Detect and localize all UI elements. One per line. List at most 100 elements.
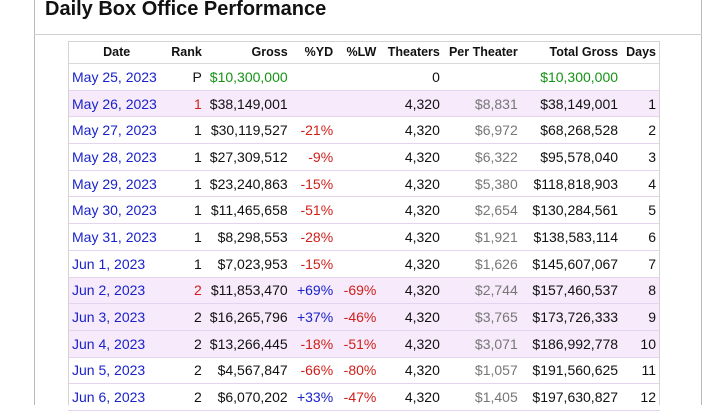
cell-gross: $16,265,796	[205, 303, 292, 331]
cell-date[interactable]: May 28, 2023	[68, 143, 166, 171]
box-office-table: Date Rank Gross %YD %LW Theaters Per The…	[68, 41, 660, 411]
cell-rank: 1	[165, 116, 206, 145]
table-row: May 30, 2023 1 $11,465,658 -51% 4,320 $2,654 $…	[68, 196, 660, 225]
cell-rank: 1	[165, 250, 206, 278]
cell-total-gross: $130,284,561	[521, 196, 623, 225]
cell-date[interactable]: May 27, 2023	[68, 116, 166, 145]
column-header-theaters[interactable]: Theaters	[380, 41, 444, 64]
cell-date[interactable]: May 26, 2023	[68, 90, 166, 118]
cell-per-theater: $6,322	[443, 143, 522, 171]
cell-theaters: 4,320	[380, 357, 444, 385]
cell-yd-change: -15%	[291, 170, 338, 198]
cell-days: 7	[622, 250, 660, 278]
cell-per-theater: $1,921	[443, 223, 522, 251]
cell-total-gross: $191,560,625	[521, 357, 623, 385]
cell-date[interactable]: May 31, 2023	[68, 223, 166, 251]
cell-yd-change: -28%	[291, 223, 338, 251]
cell-date[interactable]: May 25, 2023	[68, 63, 166, 91]
cell-lw-change: -51%	[337, 330, 381, 358]
cell-per-theater: $3,765	[443, 303, 522, 331]
cell-gross: $23,240,863	[205, 170, 292, 198]
table-row: May 31, 2023 1 $8,298,553 -28% 4,320 $1,921 $1…	[68, 223, 660, 251]
cell-gross: $30,119,527	[205, 116, 292, 145]
cell-yd-change: -51%	[291, 196, 338, 225]
column-header-total-gross[interactable]: Total Gross	[521, 41, 623, 64]
cell-theaters: 4,320	[380, 383, 444, 411]
cell-lw-change	[337, 196, 381, 225]
cell-date[interactable]: May 30, 2023	[68, 196, 166, 225]
cell-yd-change: +69%	[291, 277, 338, 305]
column-header-date[interactable]: Date	[68, 41, 166, 64]
cell-days: 1	[622, 90, 660, 118]
cell-rank: 2	[165, 303, 206, 331]
cell-yd-change: -15%	[291, 250, 338, 278]
cell-yd-change	[291, 90, 338, 118]
cell-rank: 1	[165, 223, 206, 251]
cell-theaters: 4,320	[380, 250, 444, 278]
cell-total-gross: $118,818,903	[521, 170, 623, 198]
cell-rank: 2	[165, 357, 206, 385]
table-header-row: Date Rank Gross %YD %LW Theaters Per The…	[68, 41, 660, 64]
cell-theaters: 4,320	[380, 170, 444, 198]
cell-date[interactable]: Jun 3, 2023	[68, 303, 166, 331]
cell-total-gross: $138,583,114	[521, 223, 623, 251]
cell-days: 3	[622, 143, 660, 171]
cell-gross: $38,149,001	[205, 90, 292, 118]
cell-total-gross: $68,268,528	[521, 116, 623, 145]
cell-days: 5	[622, 196, 660, 225]
cell-gross: $11,853,470	[205, 277, 292, 305]
cell-date[interactable]: Jun 5, 2023	[68, 357, 166, 385]
cell-yd-change: +33%	[291, 383, 338, 411]
cell-rank: 1	[165, 143, 206, 171]
cell-gross: $8,298,553	[205, 223, 292, 251]
table-row: Jun 1, 2023 1 $7,023,953 -15% 4,320 $1,626 $14…	[68, 250, 660, 278]
cell-date[interactable]: Jun 4, 2023	[68, 330, 166, 358]
cell-rank: 2	[165, 277, 206, 305]
cell-per-theater: $2,654	[443, 196, 522, 225]
cell-lw-change	[337, 170, 381, 198]
cell-lw-change: -46%	[337, 303, 381, 331]
cell-date[interactable]: May 29, 2023	[68, 170, 166, 198]
table-row: May 28, 2023 1 $27,309,512 -9% 4,320 $6,322 $9…	[68, 143, 660, 171]
column-header-rank[interactable]: Rank	[165, 41, 206, 64]
column-header-lw[interactable]: %LW	[337, 41, 381, 64]
cell-total-gross: $197,630,827	[521, 383, 623, 411]
table-row: Jun 5, 2023 2 $4,567,847 -66% -80% 4,320 $1,05…	[68, 357, 660, 385]
cell-total-gross: $173,726,333	[521, 303, 623, 331]
column-header-yd[interactable]: %YD	[291, 41, 338, 64]
cell-theaters: 4,320	[380, 90, 444, 118]
cell-total-gross: $38,149,001	[521, 90, 623, 118]
cell-gross: $11,465,658	[205, 196, 292, 225]
cell-yd-change: -18%	[291, 330, 338, 358]
column-header-gross[interactable]: Gross	[205, 41, 292, 64]
cell-theaters: 0	[380, 63, 444, 91]
cell-lw-change	[337, 223, 381, 251]
page-title: Daily Box Office Performance	[45, 0, 327, 20]
cell-theaters: 4,320	[380, 196, 444, 225]
cell-lw-change: -47%	[337, 383, 381, 411]
cell-per-theater: $2,744	[443, 277, 522, 305]
cell-days: 9	[622, 303, 660, 331]
cell-total-gross: $186,992,778	[521, 330, 623, 358]
cell-lw-change: -80%	[337, 357, 381, 385]
cell-rank: 1	[165, 170, 206, 198]
cell-theaters: 4,320	[380, 277, 444, 305]
column-header-per-theater[interactable]: Per Theater	[443, 41, 522, 64]
cell-date[interactable]: Jun 6, 2023	[68, 383, 166, 411]
table-row: May 29, 2023 1 $23,240,863 -15% 4,320 $5,380 $…	[68, 170, 660, 198]
cell-theaters: 4,320	[380, 330, 444, 358]
column-header-days[interactable]: Days	[622, 41, 660, 64]
table-row: Jun 2, 2023 2 $11,853,470 +69% -69% 4,320 $2,7…	[68, 277, 660, 305]
content-card	[34, 0, 702, 405]
cell-yd-change: -21%	[291, 116, 338, 145]
cell-date[interactable]: Jun 2, 2023	[68, 277, 166, 305]
cell-days: 6	[622, 223, 660, 251]
cell-date[interactable]: Jun 1, 2023	[68, 250, 166, 278]
cell-yd-change: +37%	[291, 303, 338, 331]
cell-lw-change	[337, 90, 381, 118]
table-row: May 27, 2023 1 $30,119,527 -21% 4,320 $6,972 $…	[68, 116, 660, 145]
cell-total-gross: $10,300,000	[521, 63, 623, 91]
cell-yd-change: -66%	[291, 357, 338, 385]
cell-per-theater: $1,405	[443, 383, 522, 411]
table-row: Jun 3, 2023 2 $16,265,796 +37% -46% 4,320 $3,7…	[68, 303, 660, 331]
